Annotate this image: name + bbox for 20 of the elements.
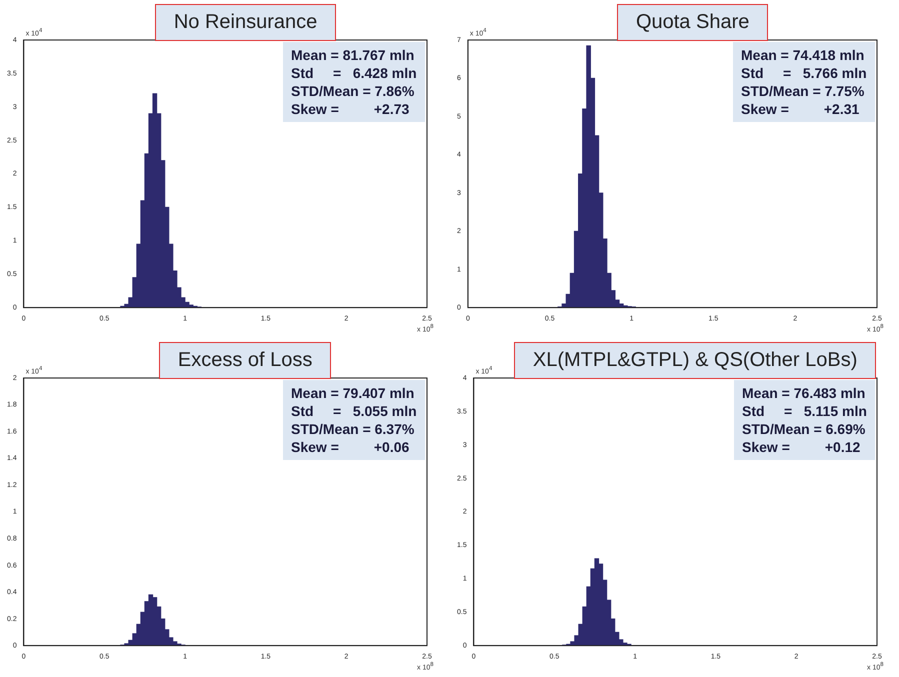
- annotation: STD/Mean = 7.86%: [291, 83, 414, 99]
- chart-title: XL(MTPL&GTPL) & QS(Other LoBs): [514, 342, 876, 379]
- annotation: Std = 5.115 mln: [742, 403, 867, 419]
- annotation: Skew = +2.31: [741, 101, 860, 117]
- annotation: Mean = 79.407 mln: [291, 385, 414, 401]
- annotation: Skew = +2.73: [291, 101, 410, 117]
- annotation: Std = 6.428 mln: [291, 65, 417, 81]
- annotation: STD/Mean = 6.37%: [291, 421, 414, 437]
- annotation: Mean = 76.483 mln: [742, 385, 866, 401]
- annotation: STD/Mean = 6.69%: [742, 421, 866, 437]
- annotation: STD/Mean = 7.75%: [741, 83, 864, 99]
- annotation: Skew = +0.06: [291, 439, 410, 455]
- annotation: Std = 5.055 mln: [291, 403, 417, 419]
- chart-title: No Reinsurance: [154, 4, 336, 41]
- annotation: Skew = +0.12: [742, 439, 860, 455]
- annotation: Std = 5.766 mln: [741, 65, 867, 81]
- annotation: Mean = 81.767 mln: [291, 47, 414, 63]
- chart-title: Quota Share: [616, 4, 768, 41]
- annotation: Mean = 74.418 mln: [741, 47, 864, 63]
- chart-title: Excess of Loss: [158, 342, 332, 379]
